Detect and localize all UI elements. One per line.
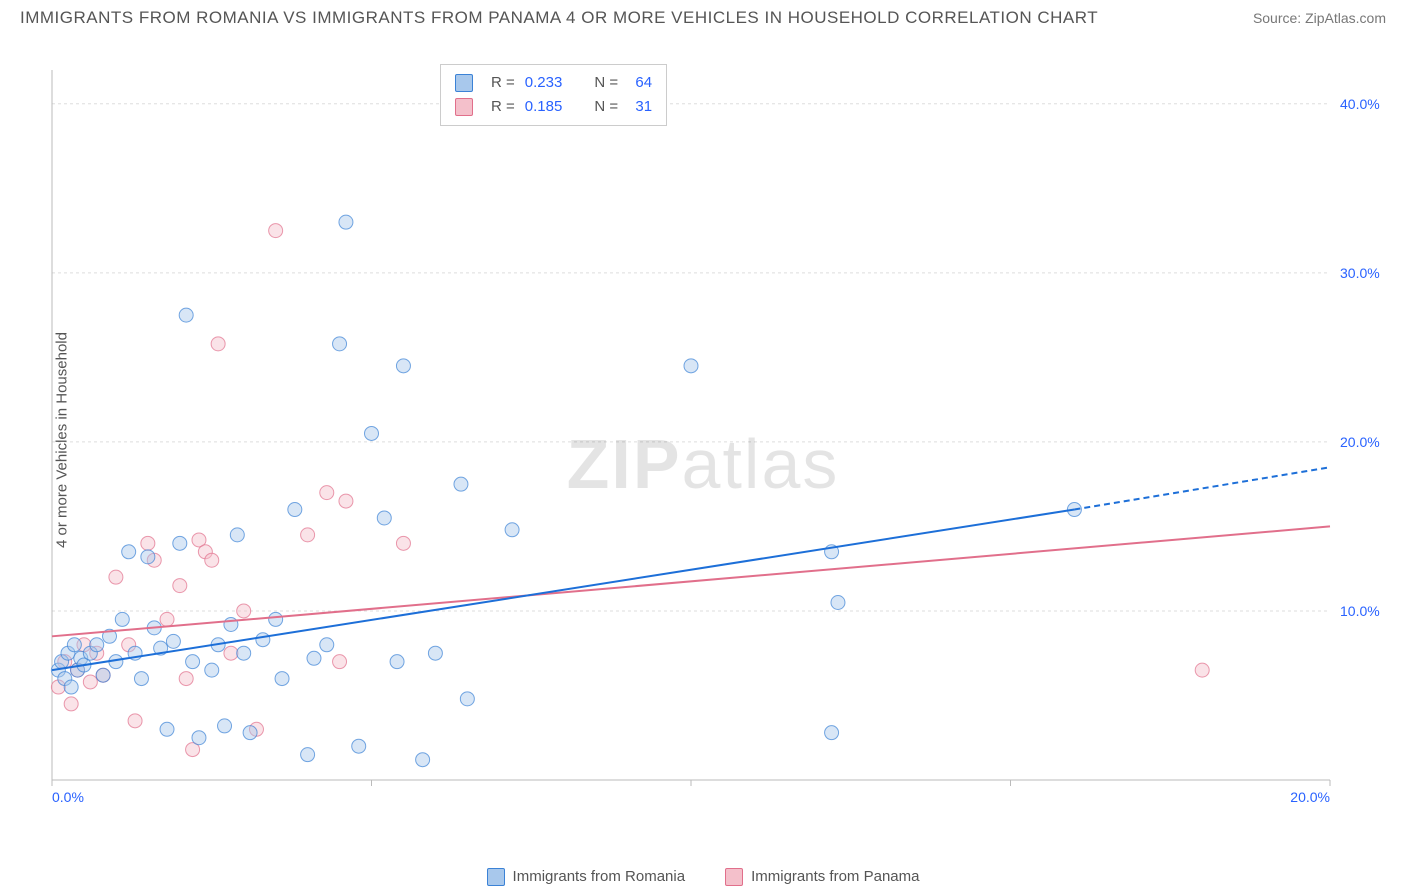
r-label: R = (491, 95, 515, 119)
scatter-point (83, 675, 97, 689)
n-label: N = (594, 95, 618, 119)
scatter-point (128, 714, 142, 728)
scatter-point (64, 697, 78, 711)
n-label: N = (594, 71, 618, 95)
scatter-point (109, 570, 123, 584)
scatter-point (64, 680, 78, 694)
legend-swatch (455, 98, 473, 116)
n-value: 64 (628, 71, 652, 95)
scatter-point (230, 528, 244, 542)
scatter-point (192, 731, 206, 745)
scatter-point (365, 426, 379, 440)
scatter-point (141, 536, 155, 550)
stats-legend-box: R = 0.233 N = 64 R = 0.185 N = 31 (440, 64, 667, 126)
scatter-point (122, 545, 136, 559)
n-value: 31 (628, 95, 652, 119)
scatter-point (396, 536, 410, 550)
scatter-point (67, 638, 81, 652)
series-legend: Immigrants from Romania Immigrants from P… (0, 868, 1406, 886)
scatter-point (96, 668, 110, 682)
scatter-point (301, 748, 315, 762)
scatter-point (825, 726, 839, 740)
trend-line-romania-extrapolated (1074, 467, 1330, 509)
scatter-point (505, 523, 519, 537)
scatter-point (186, 655, 200, 669)
scatter-point (160, 612, 174, 626)
page-title: IMMIGRANTS FROM ROMANIA VS IMMIGRANTS FR… (20, 8, 1098, 28)
scatter-point (160, 722, 174, 736)
scatter-point (320, 638, 334, 652)
y-tick-label: 30.0% (1340, 265, 1380, 281)
scatter-point (237, 646, 251, 660)
y-axis-label: 4 or more Vehicles in Household (54, 332, 71, 548)
scatter-point (243, 726, 257, 740)
scatter-point (333, 655, 347, 669)
source-attribution: Source: ZipAtlas.com (1253, 10, 1386, 26)
trend-line-romania (52, 510, 1074, 671)
legend-swatch (455, 74, 473, 92)
r-value: 0.233 (525, 71, 563, 95)
scatter-point (460, 692, 474, 706)
legend-item: Immigrants from Panama (725, 868, 919, 886)
scatter-chart: 10.0% 20.0% 30.0% 40.0% 0.0% 20.0% (50, 60, 1390, 820)
scatter-point (390, 655, 404, 669)
legend-swatch (487, 868, 505, 886)
scatter-point (205, 553, 219, 567)
scatter-point (134, 672, 148, 686)
scatter-point (454, 477, 468, 491)
scatter-point (256, 633, 270, 647)
scatter-point (333, 337, 347, 351)
scatter-point (141, 550, 155, 564)
scatter-point (179, 672, 193, 686)
scatter-point (90, 638, 104, 652)
scatter-point (115, 612, 129, 626)
scatter-point (1195, 663, 1209, 677)
scatter-point (224, 646, 238, 660)
scatter-point (179, 308, 193, 322)
scatter-point (166, 634, 180, 648)
scatter-point (396, 359, 410, 373)
scatter-point (288, 503, 302, 517)
legend-label: Immigrants from Romania (513, 868, 686, 885)
stats-row: R = 0.185 N = 31 (455, 95, 652, 119)
scatter-point (377, 511, 391, 525)
legend-label: Immigrants from Panama (751, 868, 919, 885)
scatter-point (352, 739, 366, 753)
legend-swatch (725, 868, 743, 886)
r-label: R = (491, 71, 515, 95)
scatter-point (301, 528, 315, 542)
stats-row: R = 0.233 N = 64 (455, 71, 652, 95)
y-tick-label: 10.0% (1340, 603, 1380, 619)
scatter-point (205, 663, 219, 677)
scatter-point (173, 536, 187, 550)
trend-line-panama (52, 526, 1330, 636)
scatter-point (428, 646, 442, 660)
scatter-point (307, 651, 321, 665)
x-tick-label: 20.0% (1290, 789, 1330, 805)
scatter-point (269, 224, 283, 238)
scatter-point (831, 596, 845, 610)
scatter-point (211, 337, 225, 351)
scatter-point (320, 486, 334, 500)
scatter-point (339, 494, 353, 508)
y-tick-label: 40.0% (1340, 96, 1380, 112)
scatter-point (237, 604, 251, 618)
r-value: 0.185 (525, 95, 563, 119)
y-tick-label: 20.0% (1340, 434, 1380, 450)
scatter-point (218, 719, 232, 733)
scatter-point (684, 359, 698, 373)
legend-item: Immigrants from Romania (487, 868, 686, 886)
scatter-point (173, 579, 187, 593)
x-tick-label: 0.0% (52, 789, 84, 805)
title-bar: IMMIGRANTS FROM ROMANIA VS IMMIGRANTS FR… (0, 0, 1406, 32)
plot-container: 4 or more Vehicles in Household 10.0% 20.… (50, 60, 1390, 820)
scatter-point (416, 753, 430, 767)
scatter-point (339, 215, 353, 229)
scatter-point (275, 672, 289, 686)
scatter-point (269, 612, 283, 626)
